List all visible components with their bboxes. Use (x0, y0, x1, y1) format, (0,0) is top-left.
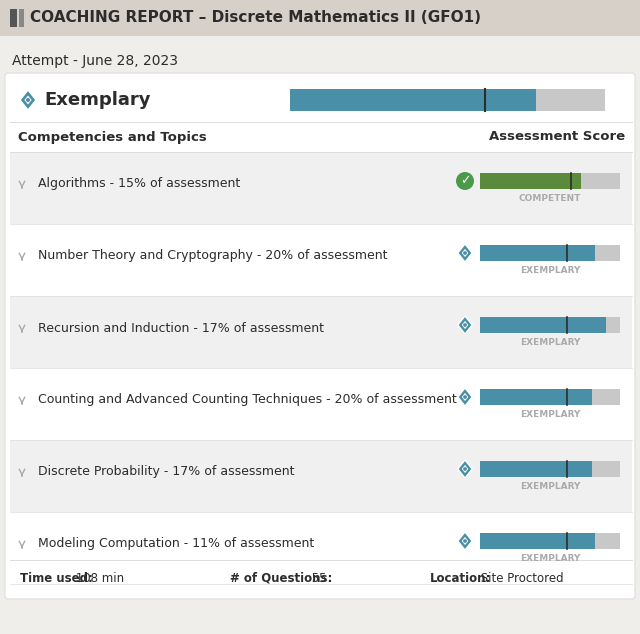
Bar (480, 173, 581, 189)
Text: 108 min: 108 min (72, 571, 124, 585)
Bar (10, 440, 632, 512)
Text: Recursion and Induction - 17% of assessment: Recursion and Induction - 17% of assessm… (38, 321, 324, 335)
Bar (10, 9, 17, 27)
Bar (480, 461, 592, 477)
Text: COMPETENT: COMPETENT (519, 194, 581, 203)
Text: Discrete Probability - 17% of assessment: Discrete Probability - 17% of assessment (38, 465, 294, 479)
Text: COACHING REPORT – Discrete Mathematics II (GFO1): COACHING REPORT – Discrete Mathematics I… (30, 11, 481, 25)
Bar (10, 224, 632, 296)
Circle shape (464, 468, 466, 470)
Bar (480, 245, 595, 261)
Text: Number Theory and Cryptography - 20% of assessment: Number Theory and Cryptography - 20% of … (38, 250, 387, 262)
Bar (10, 368, 632, 440)
Circle shape (27, 99, 29, 101)
Polygon shape (462, 393, 468, 401)
Polygon shape (462, 537, 468, 545)
Bar (10, 152, 632, 224)
Text: Modeling Computation - 11% of assessment: Modeling Computation - 11% of assessment (38, 538, 314, 550)
Circle shape (464, 324, 466, 326)
Text: EXEMPLARY: EXEMPLARY (520, 410, 580, 419)
Bar (290, 89, 605, 111)
Polygon shape (24, 96, 31, 105)
Bar (10, 512, 632, 584)
Bar (480, 173, 620, 189)
Bar (10, 78, 632, 122)
Polygon shape (462, 249, 468, 257)
Bar (480, 317, 606, 333)
Bar (480, 533, 620, 549)
Polygon shape (458, 532, 472, 550)
Text: Assessment Score: Assessment Score (489, 131, 625, 143)
Polygon shape (462, 465, 468, 473)
Text: Competencies and Topics: Competencies and Topics (18, 131, 207, 143)
Text: # of Questions:: # of Questions: (230, 571, 332, 585)
Bar (10, 122, 632, 152)
FancyBboxPatch shape (5, 73, 635, 599)
Bar (480, 461, 620, 477)
Polygon shape (20, 90, 36, 110)
Polygon shape (462, 321, 468, 329)
Polygon shape (458, 244, 472, 262)
Bar (19, 9, 24, 27)
Bar (0, 0, 640, 36)
Text: ✓: ✓ (460, 174, 470, 188)
Text: EXEMPLARY: EXEMPLARY (520, 554, 580, 563)
Bar (10, 560, 632, 594)
Text: Time used:: Time used: (20, 571, 93, 585)
Polygon shape (458, 460, 472, 478)
Bar (480, 317, 620, 333)
Circle shape (464, 540, 466, 542)
Text: 55: 55 (308, 571, 326, 585)
Text: EXEMPLARY: EXEMPLARY (520, 266, 580, 275)
Text: Attempt - June 28, 2023: Attempt - June 28, 2023 (12, 54, 178, 68)
Bar (480, 245, 620, 261)
Polygon shape (458, 388, 472, 406)
Bar (480, 389, 592, 405)
Text: Location:: Location: (430, 571, 492, 585)
Circle shape (464, 396, 466, 398)
Bar (480, 389, 620, 405)
Text: Exemplary: Exemplary (44, 91, 150, 109)
Text: EXEMPLARY: EXEMPLARY (520, 482, 580, 491)
Bar (290, 89, 536, 111)
Text: Algorithms - 15% of assessment: Algorithms - 15% of assessment (38, 178, 240, 190)
Text: EXEMPLARY: EXEMPLARY (520, 338, 580, 347)
Bar (480, 533, 595, 549)
Polygon shape (458, 316, 472, 334)
Circle shape (456, 172, 474, 190)
Text: Counting and Advanced Counting Techniques - 20% of assessment: Counting and Advanced Counting Technique… (38, 394, 457, 406)
Text: Site Proctored: Site Proctored (477, 571, 563, 585)
Circle shape (464, 252, 466, 254)
Bar (10, 296, 632, 368)
